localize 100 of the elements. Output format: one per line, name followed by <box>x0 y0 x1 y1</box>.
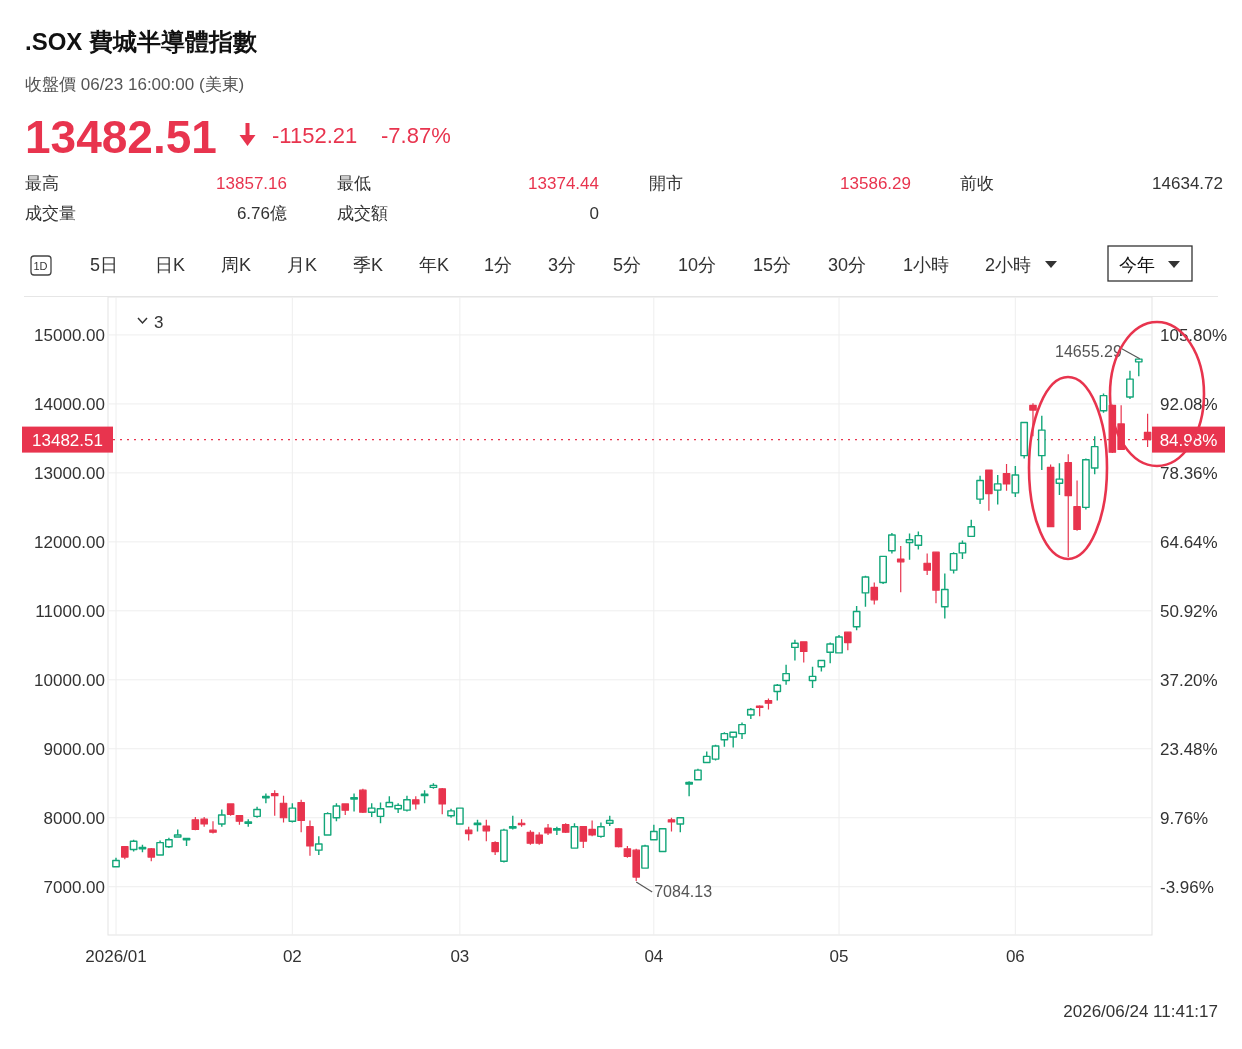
candlestick <box>182 837 191 847</box>
text: 14634.72 <box>1152 174 1223 193</box>
text: 月K <box>286 255 318 275</box>
annotation: 7084.13 <box>654 882 713 900</box>
candlestick <box>544 823 552 836</box>
candlestick <box>341 802 350 816</box>
y2-tick-label: 78.36% <box>1160 463 1218 483</box>
candlestick <box>993 474 1002 506</box>
candlestick <box>976 474 984 505</box>
y-tick-label: 15000.00 <box>34 325 105 345</box>
text: 13586.29 <box>840 174 911 193</box>
x-tick-label: 04 <box>644 947 664 966</box>
candlestick <box>1020 421 1029 460</box>
candlestick <box>985 468 993 512</box>
candlestick <box>1029 402 1037 437</box>
candlestick <box>1037 414 1046 471</box>
x-tick-label: 2026/01 <box>85 947 147 966</box>
chart-subtitle: 收盤價 06/23 16:00:00 (美東) <box>25 75 245 94</box>
candlestick <box>773 683 782 702</box>
y2-tick-label: 37.20% <box>1160 670 1218 690</box>
candlestick <box>306 819 314 857</box>
y-tick-label: 12000.00 <box>34 532 105 552</box>
candlestick <box>244 818 253 828</box>
candlestick <box>808 666 817 689</box>
candlestick <box>508 814 517 831</box>
candlestick <box>676 816 685 833</box>
candlestick <box>552 826 561 836</box>
candlestick <box>605 814 614 827</box>
text: 年K <box>418 255 450 275</box>
candlestick <box>570 822 579 850</box>
candlestick <box>782 663 790 686</box>
text: 30分 <box>827 255 867 275</box>
candlestick <box>852 605 861 631</box>
candlestick <box>641 843 649 870</box>
candlestick <box>1073 479 1081 532</box>
y-tick-label: 13000.00 <box>34 463 105 483</box>
y-tick-label: 9000.00 <box>43 739 105 759</box>
candlestick <box>173 828 182 839</box>
candlestick <box>799 640 808 664</box>
text: 13857.16 <box>216 174 287 193</box>
x-tick-label: 06 <box>1005 947 1025 966</box>
candlestick <box>482 819 491 842</box>
candlestick <box>217 808 226 828</box>
x-tick-label: 05 <box>829 947 849 966</box>
candlestick <box>261 792 270 804</box>
x-tick-label: 02 <box>282 947 302 966</box>
text: 0 <box>589 204 599 223</box>
candlestick <box>685 780 694 798</box>
candlestick <box>147 847 156 862</box>
y2-tick-label: 23.48% <box>1160 739 1218 759</box>
candlestick <box>297 799 305 833</box>
text: 最低 <box>337 174 371 193</box>
y2-tick-label: 9.76% <box>1160 808 1209 828</box>
candlestick <box>438 787 447 815</box>
candlestick <box>226 802 235 817</box>
candlestick <box>1134 358 1143 378</box>
candlestick <box>844 630 852 651</box>
candlestick <box>121 845 129 860</box>
candlestick <box>1126 370 1134 400</box>
text: 2小時 <box>984 255 1032 275</box>
candlestick <box>112 857 120 869</box>
chart-title: .SOX 費城半導體指數 <box>25 28 259 55</box>
candlestick <box>1064 453 1073 558</box>
candlestick <box>791 639 799 662</box>
candlestick <box>209 820 217 835</box>
candlestick <box>288 802 297 824</box>
y2-tick-label: 50.92% <box>1160 601 1218 621</box>
text: 前收 <box>960 174 994 193</box>
candlestick <box>464 826 473 842</box>
candlestick <box>861 574 870 608</box>
candlestick <box>694 768 702 782</box>
candlestick <box>253 806 261 819</box>
y-tick-label: 14000.00 <box>34 394 105 414</box>
y-tick-label: 11000.00 <box>35 601 105 621</box>
candlestick <box>235 814 244 826</box>
candlestick <box>667 817 676 833</box>
y-tick-label: 7000.00 <box>43 877 105 897</box>
candlestick <box>888 532 896 555</box>
candlestick <box>817 659 826 673</box>
text: 13374.44 <box>528 174 599 193</box>
candlestick <box>1002 463 1011 492</box>
x-tick-label: 03 <box>450 947 470 966</box>
text: 10分 <box>677 255 717 275</box>
candlestick <box>879 554 887 585</box>
y-tick-label: 10000.00 <box>34 670 105 690</box>
text: 13482.51 <box>25 111 217 163</box>
candlestick <box>967 519 976 538</box>
y2-tick-label: -3.96% <box>1160 877 1214 897</box>
candlestick <box>491 840 499 856</box>
candlestick <box>359 788 367 814</box>
text: 3分 <box>547 255 577 275</box>
annotation: 3 <box>154 313 164 332</box>
text: 5分 <box>612 255 642 275</box>
text: 1小時 <box>902 255 950 275</box>
text: 最高 <box>25 174 59 193</box>
text: 84.98% <box>1159 430 1218 450</box>
candlestick <box>500 828 508 864</box>
text: 季K <box>352 255 384 275</box>
candlestick <box>764 697 773 711</box>
text: 周K <box>220 255 252 275</box>
